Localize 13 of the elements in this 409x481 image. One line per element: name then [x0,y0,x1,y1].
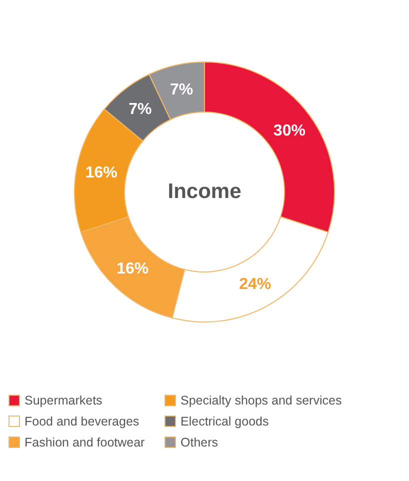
legend-label: Others [180,435,218,450]
data-label: 16% [85,164,118,182]
data-label: 7% [128,101,152,118]
legend-label: Supermarkets [24,394,102,408]
legend-label: Food and beverages [24,414,140,428]
legend-label: Fashion and footwear [24,435,145,450]
data-label: 16% [116,260,149,278]
legend-label: Specialty shops and services [180,394,342,408]
data-label: 7% [170,82,194,99]
data-label: 24% [239,276,272,294]
data-label: 30% [273,122,306,140]
legend-label: Electrical goods [180,414,269,428]
text: Income [168,180,242,203]
